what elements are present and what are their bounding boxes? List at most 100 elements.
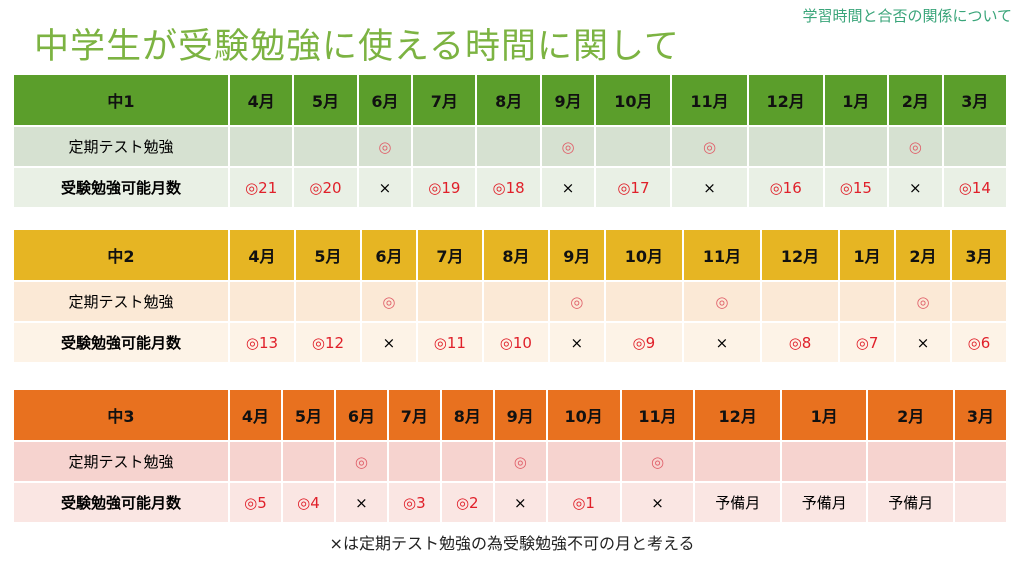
available-cell: ◎12 xyxy=(295,323,360,362)
test-cell: ◎ xyxy=(889,127,942,166)
available-cell: × xyxy=(335,483,387,522)
test-row: 定期テスト勉強 ◎ ◎ ◎ ◎ xyxy=(14,282,1006,321)
test-cell xyxy=(547,442,620,481)
month-header: 12月 xyxy=(762,230,839,280)
grade-table-2: 中2 4月 5月 6月 7月 8月 9月 10月 11月 12月 1月 2月 3月 定期テスト勉強 ◎ ◎ ◎ ◎… xyxy=(12,228,1008,364)
grade-table-1: 中1 4月 5月 6月 7月 8月 9月 10月 11月 12月 1月 2月 3月 定期テスト勉強 ◎ ◎ ◎ ◎… xyxy=(12,73,1008,209)
available-cell: × xyxy=(621,483,694,522)
test-cell xyxy=(477,127,540,166)
available-cell: 予備月 xyxy=(868,483,953,522)
test-cell xyxy=(294,127,357,166)
row-label-available: 受験勉強可能月数 xyxy=(14,323,228,362)
grade-table-3: 中3 4月 5月 6月 7月 8月 9月 10月 11月 12月 1月 2月 3月 定期テスト勉強 ◎ ◎ ◎ 受… xyxy=(12,388,1008,524)
available-cell: × xyxy=(494,483,546,522)
month-header: 2月 xyxy=(868,390,953,440)
row-label-available: 受験勉強可能月数 xyxy=(14,168,228,207)
month-header: 1月 xyxy=(840,230,895,280)
available-cell: ◎9 xyxy=(605,323,682,362)
test-row: 定期テスト勉強 ◎ ◎ ◎ ◎ xyxy=(14,127,1006,166)
available-cell: 予備月 xyxy=(695,483,780,522)
slide-subtitle: 学習時間と合否の関係について xyxy=(802,7,1012,25)
test-cell xyxy=(230,282,294,321)
month-header: 11月 xyxy=(672,75,747,125)
test-cell xyxy=(605,282,682,321)
month-header: 10月 xyxy=(547,390,620,440)
month-header: 11月 xyxy=(683,230,760,280)
available-cell: ◎19 xyxy=(413,168,476,207)
available-cell xyxy=(954,483,1006,522)
month-header: 6月 xyxy=(358,75,412,125)
month-header: 7月 xyxy=(413,75,476,125)
available-cell: × xyxy=(889,168,942,207)
month-header: 2月 xyxy=(889,75,942,125)
month-header: 9月 xyxy=(494,390,546,440)
month-header: 6月 xyxy=(335,390,387,440)
available-cell: ◎7 xyxy=(840,323,895,362)
month-header: 9月 xyxy=(549,230,604,280)
month-header: 8月 xyxy=(441,390,493,440)
available-cell: ◎4 xyxy=(282,483,334,522)
header-row: 中1 4月 5月 6月 7月 8月 9月 10月 11月 12月 1月 2月 3月 xyxy=(14,75,1006,125)
month-header: 5月 xyxy=(295,230,360,280)
test-cell xyxy=(417,282,482,321)
test-cell xyxy=(388,442,440,481)
month-header: 3月 xyxy=(951,230,1006,280)
month-header: 10月 xyxy=(596,75,671,125)
test-cell: ◎ xyxy=(549,282,604,321)
available-cell: ◎10 xyxy=(483,323,548,362)
month-header: 5月 xyxy=(282,390,334,440)
test-cell: ◎ xyxy=(621,442,694,481)
available-cell: ◎16 xyxy=(748,168,823,207)
test-cell: ◎ xyxy=(361,282,416,321)
test-cell xyxy=(943,127,1006,166)
available-cell: ◎1 xyxy=(547,483,620,522)
available-cell: ◎17 xyxy=(596,168,671,207)
test-cell: ◎ xyxy=(541,127,595,166)
test-cell xyxy=(230,127,293,166)
test-cell xyxy=(824,127,888,166)
available-cell: × xyxy=(683,323,760,362)
header-row: 中3 4月 5月 6月 7月 8月 9月 10月 11月 12月 1月 2月 3月 xyxy=(14,390,1006,440)
available-cell: ◎13 xyxy=(230,323,294,362)
month-header: 4月 xyxy=(230,75,293,125)
available-cell: × xyxy=(358,168,412,207)
test-cell: ◎ xyxy=(335,442,387,481)
test-cell xyxy=(695,442,780,481)
footnote: ×は定期テスト勉強の為受験勉強不可の月と考える xyxy=(329,534,695,553)
month-header: 4月 xyxy=(230,230,294,280)
test-cell xyxy=(282,442,334,481)
month-header: 7月 xyxy=(417,230,482,280)
available-cell: × xyxy=(896,323,950,362)
available-cell: × xyxy=(672,168,747,207)
available-cell: ◎2 xyxy=(441,483,493,522)
available-cell: ◎20 xyxy=(294,168,357,207)
month-header: 4月 xyxy=(230,390,281,440)
available-row: 受験勉強可能月数 ◎21 ◎20 × ◎19 ◎18 × ◎17 × ◎16 ◎15 × ◎14 xyxy=(14,168,1006,207)
test-cell xyxy=(762,282,839,321)
test-cell: ◎ xyxy=(896,282,950,321)
available-cell: ◎6 xyxy=(951,323,1006,362)
month-header: 12月 xyxy=(695,390,780,440)
available-cell: 予備月 xyxy=(781,483,867,522)
available-cell: ◎8 xyxy=(762,323,839,362)
test-cell xyxy=(840,282,895,321)
test-row: 定期テスト勉強 ◎ ◎ ◎ xyxy=(14,442,1006,481)
test-cell xyxy=(295,282,360,321)
month-header: 8月 xyxy=(477,75,540,125)
test-cell xyxy=(748,127,823,166)
test-cell xyxy=(230,442,281,481)
available-cell: ◎3 xyxy=(388,483,440,522)
test-cell: ◎ xyxy=(358,127,412,166)
test-cell xyxy=(781,442,867,481)
available-cell: × xyxy=(549,323,604,362)
available-cell: × xyxy=(361,323,416,362)
grade-label: 中2 xyxy=(14,230,228,280)
test-cell xyxy=(951,282,1006,321)
month-header: 8月 xyxy=(483,230,548,280)
slide-title: 中学生が受験勉強に使える時間に関して xyxy=(34,27,680,67)
month-header: 7月 xyxy=(388,390,440,440)
available-row: 受験勉強可能月数 ◎13 ◎12 × ◎11 ◎10 × ◎9 × ◎8 ◎7 × ◎6 xyxy=(14,323,1006,362)
month-header: 11月 xyxy=(621,390,694,440)
available-cell: ◎14 xyxy=(943,168,1006,207)
test-cell xyxy=(441,442,493,481)
